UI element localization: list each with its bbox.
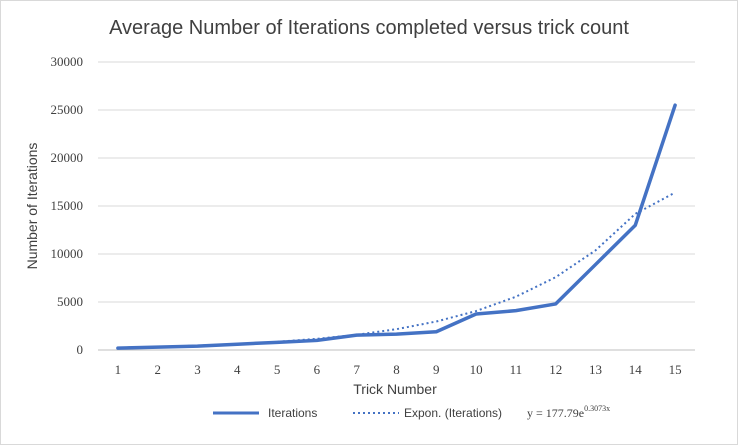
chart-title: Average Number of Iterations completed v… <box>109 17 629 39</box>
y-tick-label: 0 <box>77 342 84 357</box>
x-tick-label: 7 <box>353 362 360 377</box>
trendline-equation-exponent: 0.3073x <box>584 404 610 413</box>
x-axis-ticks: 1 2 3 4 5 6 7 8 9 10 11 12 13 14 15 <box>115 362 682 377</box>
x-tick-label: 1 <box>115 362 122 377</box>
trendline-equation: y = 177.79e0.3073x <box>527 404 610 420</box>
x-tick-label: 9 <box>433 362 440 377</box>
x-tick-label: 11 <box>510 362 523 377</box>
x-tick-label: 15 <box>669 362 682 377</box>
y-tick-label: 30000 <box>51 54 84 69</box>
y-tick-label: 15000 <box>51 198 84 213</box>
x-tick-label: 6 <box>314 362 321 377</box>
x-tick-label: 3 <box>194 362 201 377</box>
x-tick-label: 8 <box>393 362 400 377</box>
legend-label-trendline: Expon. (Iterations) <box>404 406 502 420</box>
trendline-equation-base: y = 177.79e <box>527 406 584 420</box>
gridlines <box>98 61 695 351</box>
legend-label-iterations: Iterations <box>268 406 317 420</box>
y-tick-label: 5000 <box>57 294 83 309</box>
x-tick-label: 4 <box>234 362 241 377</box>
legend: Iterations Expon. (Iterations) y = 177.7… <box>213 404 610 420</box>
y-tick-label: 25000 <box>51 102 84 117</box>
x-tick-label: 12 <box>549 362 562 377</box>
x-tick-label: 2 <box>154 362 161 377</box>
series-line-iterations <box>116 103 677 350</box>
x-axis-title: Trick Number <box>353 381 437 397</box>
x-tick-label: 14 <box>629 362 643 377</box>
x-tick-label: 10 <box>470 362 483 377</box>
y-axis-ticks: 0 5000 10000 15000 20000 25000 30000 <box>51 54 84 357</box>
x-tick-label: 13 <box>589 362 602 377</box>
series-group <box>116 103 677 350</box>
y-tick-label: 20000 <box>51 150 84 165</box>
y-axis-title: Number of Iterations <box>24 143 40 270</box>
y-tick-label: 10000 <box>51 246 84 261</box>
x-tick-label: 5 <box>274 362 281 377</box>
